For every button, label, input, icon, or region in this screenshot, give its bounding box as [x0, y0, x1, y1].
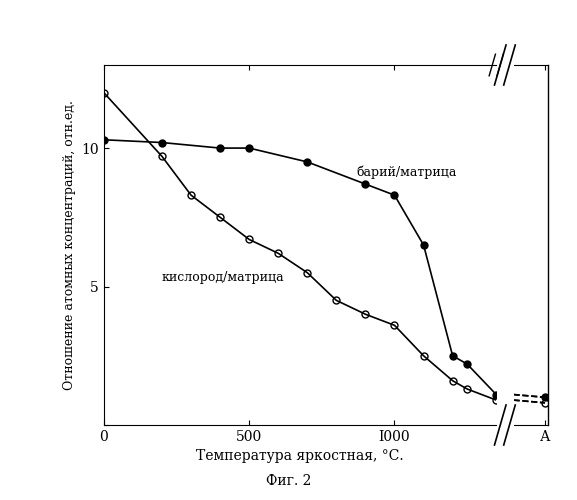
Text: кислород/матрица: кислород/матрица — [162, 271, 284, 284]
Text: Фиг. 2: Фиг. 2 — [266, 474, 311, 488]
Y-axis label: Отношение атомных концентраций, отн.ед.: Отношение атомных концентраций, отн.ед. — [63, 100, 76, 390]
Text: барий/матрица: барий/матрица — [357, 166, 457, 179]
X-axis label: Температура яркостная, °С.: Температура яркостная, °С. — [196, 450, 404, 464]
